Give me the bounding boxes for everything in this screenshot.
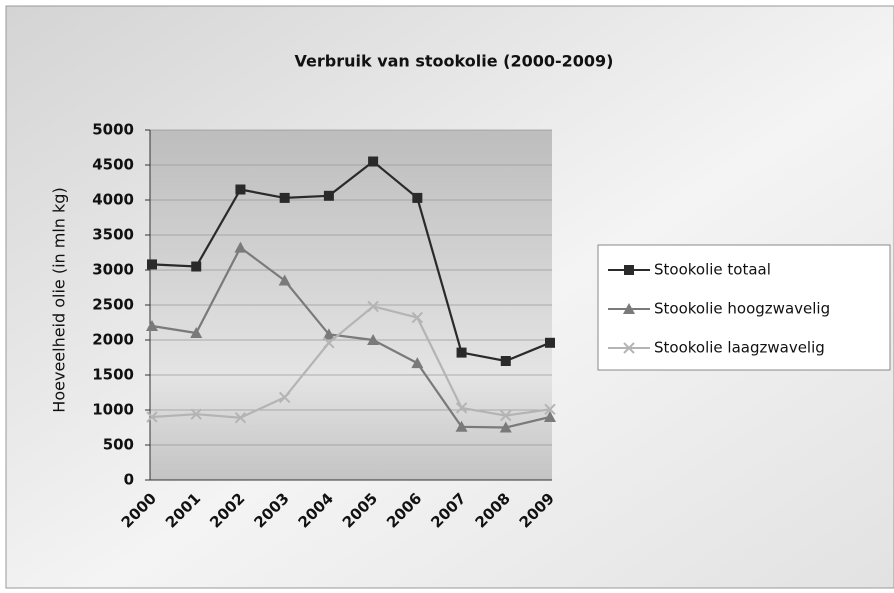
marker	[411, 357, 424, 369]
series-line	[151, 160, 551, 363]
marker	[147, 259, 157, 270]
marker	[411, 311, 424, 324]
marker	[367, 334, 380, 345]
legend-label: Stookolie totaal	[654, 261, 771, 279]
marker	[279, 192, 290, 203]
marker	[456, 347, 467, 358]
marker	[367, 300, 379, 313]
series-line	[151, 245, 551, 429]
marker	[455, 420, 468, 432]
y-tick-label: 2000	[92, 331, 134, 349]
y-tick-label: 4000	[92, 191, 134, 209]
marker	[455, 402, 468, 414]
y-tick-label: 1000	[92, 401, 134, 419]
marker	[544, 411, 556, 422]
marker	[500, 409, 512, 422]
marker	[323, 337, 335, 349]
marker	[623, 342, 635, 354]
y-tick-label: 500	[103, 436, 134, 454]
marker	[234, 411, 247, 424]
y-tick-label: 1500	[92, 366, 134, 384]
marker	[368, 156, 379, 167]
marker	[499, 421, 512, 433]
y-tick-label: 3000	[92, 261, 134, 279]
y-tick-label: 3500	[92, 226, 134, 244]
marker	[544, 403, 556, 416]
y-tick-label: 0	[124, 471, 134, 489]
marker	[191, 261, 202, 272]
legend-label: Stookolie laagzwavelig	[654, 339, 825, 357]
chart-title: Verbruik van stookolie (2000-2009)	[295, 52, 614, 71]
y-tick-label: 2500	[92, 296, 134, 314]
legend-label: Stookolie hoogzwavelig	[654, 300, 830, 318]
marker	[278, 391, 291, 404]
marker	[190, 408, 202, 420]
marker	[623, 303, 635, 314]
y-axis-label: Hoeveelheid olie (in mln kg)	[50, 187, 69, 412]
marker	[278, 274, 291, 286]
marker	[190, 327, 203, 338]
marker	[322, 328, 335, 340]
series-line	[151, 305, 551, 419]
marker	[323, 190, 334, 201]
y-tick-label: 5000	[92, 121, 134, 139]
marker	[146, 411, 158, 423]
y-tick-label: 4500	[92, 156, 134, 174]
marker	[146, 320, 158, 331]
marker	[234, 241, 247, 253]
marker	[412, 192, 423, 203]
marker	[500, 356, 511, 366]
marker	[235, 184, 246, 195]
marker	[624, 265, 634, 275]
legend	[597, 244, 891, 371]
marker	[545, 337, 555, 348]
